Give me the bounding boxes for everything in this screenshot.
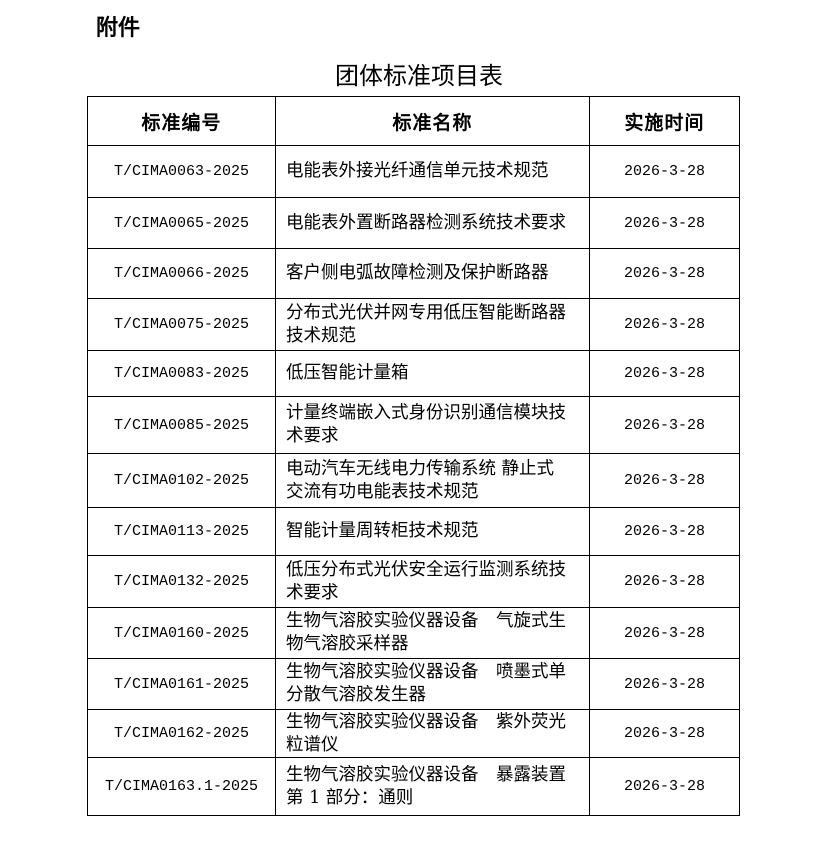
effective-date: 2026-3-28 <box>589 453 740 508</box>
standard-code: T/CIMA0063-2025 <box>87 145 276 198</box>
table-row: T/CIMA0163.1-2025 生物气溶胶实验仪器设备 暴露装置 第 1 部分… <box>87 757 740 816</box>
standard-name: 智能计量周转柜技术规范 <box>275 507 590 556</box>
standard-code: T/CIMA0075-2025 <box>87 298 276 351</box>
effective-date: 2026-3-28 <box>589 197 740 249</box>
table-row: T/CIMA0102-2025 电动汽车无线电力传输系统 静止式 交流有功电能表技… <box>87 453 740 508</box>
table-row: T/CIMA0132-2025 低压分布式光伏安全运行监测系统技 术要求 2026-… <box>87 555 740 608</box>
effective-date: 2026-3-28 <box>589 607 740 659</box>
standard-code: T/CIMA0085-2025 <box>87 396 276 454</box>
table-row: T/CIMA0065-2025 电能表外置断路器检测系统技术要求 2026-3-28 <box>87 197 740 249</box>
effective-date: 2026-3-28 <box>589 350 740 397</box>
standard-code: T/CIMA0066-2025 <box>87 248 276 299</box>
effective-date: 2026-3-28 <box>589 709 740 758</box>
effective-date: 2026-3-28 <box>589 396 740 454</box>
table-row: T/CIMA0162-2025 生物气溶胶实验仪器设备 紫外荧光 粒谱仪 2026-… <box>87 709 740 758</box>
standard-name: 生物气溶胶实验仪器设备 暴露装置 第 1 部分：通则 <box>275 757 590 816</box>
header-name: 标准名称 <box>275 96 590 146</box>
standard-name: 分布式光伏并网专用低压智能断路器 技术规范 <box>275 298 590 351</box>
standard-name: 电动汽车无线电力传输系统 静止式 交流有功电能表技术规范 <box>275 453 590 508</box>
table-row: T/CIMA0083-2025 低压智能计量箱 2026-3-28 <box>87 350 740 397</box>
effective-date: 2026-3-28 <box>589 658 740 710</box>
standard-name: 生物气溶胶实验仪器设备 喷墨式单 分散气溶胶发生器 <box>275 658 590 710</box>
header-code: 标准编号 <box>87 96 276 146</box>
standard-code: T/CIMA0102-2025 <box>87 453 276 508</box>
header-date: 实施时间 <box>589 96 740 146</box>
standard-name: 生物气溶胶实验仪器设备 气旋式生 物气溶胶采样器 <box>275 607 590 659</box>
standard-code: T/CIMA0161-2025 <box>87 658 276 710</box>
page-title: 团体标准项目表 <box>335 62 503 90</box>
table-row: T/CIMA0075-2025 分布式光伏并网专用低压智能断路器 技术规范 2026… <box>87 298 740 351</box>
table-header-row: 标准编号 标准名称 实施时间 <box>87 96 740 146</box>
table-row: T/CIMA0113-2025 智能计量周转柜技术规范 2026-3-28 <box>87 507 740 556</box>
table-row: T/CIMA0085-2025 计量终端嵌入式身份识别通信模块技 术要求 2026-… <box>87 396 740 454</box>
standard-code: T/CIMA0113-2025 <box>87 507 276 556</box>
table-row: T/CIMA0066-2025 客户侧电弧故障检测及保护断路器 2026-3-28 <box>87 248 740 299</box>
table-row: T/CIMA0063-2025 电能表外接光纤通信单元技术规范 2026-3-28 <box>87 145 740 198</box>
standard-code: T/CIMA0065-2025 <box>87 197 276 249</box>
standard-name: 电能表外接光纤通信单元技术规范 <box>275 145 590 198</box>
standard-name: 低压智能计量箱 <box>275 350 590 397</box>
effective-date: 2026-3-28 <box>589 298 740 351</box>
effective-date: 2026-3-28 <box>589 248 740 299</box>
effective-date: 2026-3-28 <box>589 555 740 608</box>
standard-name: 生物气溶胶实验仪器设备 紫外荧光 粒谱仪 <box>275 709 590 758</box>
standard-name: 电能表外置断路器检测系统技术要求 <box>275 197 590 249</box>
standard-code: T/CIMA0160-2025 <box>87 607 276 659</box>
standard-code: T/CIMA0132-2025 <box>87 555 276 608</box>
standard-name: 计量终端嵌入式身份识别通信模块技 术要求 <box>275 396 590 454</box>
attachment-label: 附件 <box>96 16 141 41</box>
table-row: T/CIMA0161-2025 生物气溶胶实验仪器设备 喷墨式单 分散气溶胶发生器… <box>87 658 740 710</box>
standard-name: 低压分布式光伏安全运行监测系统技 术要求 <box>275 555 590 608</box>
standard-code: T/CIMA0083-2025 <box>87 350 276 397</box>
effective-date: 2026-3-28 <box>589 145 740 198</box>
effective-date: 2026-3-28 <box>589 507 740 556</box>
standard-name: 客户侧电弧故障检测及保护断路器 <box>275 248 590 299</box>
standard-code: T/CIMA0163.1-2025 <box>87 757 276 816</box>
standards-table: 标准编号 标准名称 实施时间 T/CIMA0063-2025 电能表外接光纤通信单… <box>87 96 740 816</box>
effective-date: 2026-3-28 <box>589 757 740 816</box>
table-row: T/CIMA0160-2025 生物气溶胶实验仪器设备 气旋式生 物气溶胶采样器 2… <box>87 607 740 659</box>
standard-code: T/CIMA0162-2025 <box>87 709 276 758</box>
